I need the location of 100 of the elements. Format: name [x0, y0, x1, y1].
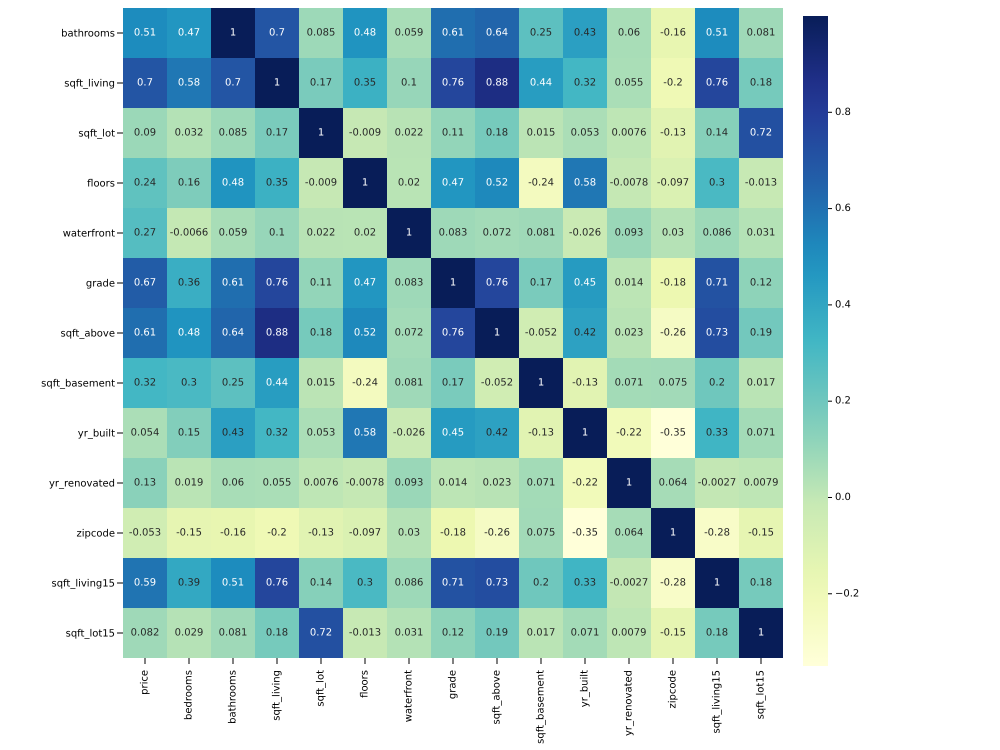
data-label: 1 [274, 78, 280, 88]
data-label: -0.053 [128, 528, 162, 538]
data-label: -0.2 [663, 78, 683, 88]
data-label: 0.019 [174, 478, 204, 488]
data-label: 0.18 [750, 78, 772, 88]
data-label: 0.45 [442, 428, 464, 438]
data-label: 0.88 [266, 328, 288, 338]
data-label: 0.72 [310, 628, 332, 638]
y-tick-label: sqft_above [60, 328, 115, 340]
data-label: -0.24 [352, 378, 378, 388]
data-label: 0.064 [614, 528, 644, 538]
data-label: 0.02 [398, 178, 420, 188]
data-label: 0.086 [394, 578, 424, 588]
data-label: 0.085 [306, 28, 336, 38]
data-label: 0.11 [310, 278, 332, 288]
data-label: 0.19 [486, 628, 508, 638]
data-label: 0.053 [306, 428, 336, 438]
data-label: 0.11 [442, 128, 464, 138]
y-tick-label: sqft_basement [41, 378, 116, 390]
data-label: 1 [318, 128, 324, 138]
data-label: 0.61 [134, 328, 156, 338]
data-label: 0.023 [614, 328, 644, 338]
x-tick-label: sqft_living [272, 670, 282, 721]
data-label: 0.43 [222, 428, 244, 438]
data-label: 0.17 [442, 378, 464, 388]
data-label: 0.43 [574, 28, 596, 38]
data-label: 0.39 [178, 578, 200, 588]
data-label: 1 [626, 478, 632, 488]
data-label: -0.0078 [346, 478, 384, 488]
data-label: 0.73 [706, 328, 728, 338]
data-label: 0.44 [530, 78, 552, 88]
data-label: 0.12 [750, 278, 772, 288]
data-label: 1 [670, 528, 676, 538]
data-label: 0.7 [269, 28, 285, 38]
data-label: 0.071 [746, 428, 776, 438]
color-bar-label: 0.6 [835, 203, 851, 214]
data-label: 0.055 [262, 478, 292, 488]
data-label: -0.15 [660, 628, 686, 638]
color-bar-label: 0.0 [835, 492, 851, 503]
data-label: 1 [582, 428, 588, 438]
data-label: -0.009 [348, 128, 382, 138]
data-label: 0.17 [530, 278, 552, 288]
x-tick-label: yr_renovated [624, 670, 634, 736]
data-label: 0.032 [174, 128, 204, 138]
data-label: 0.054 [130, 428, 160, 438]
data-label: 0.022 [394, 128, 424, 138]
data-label: -0.16 [220, 528, 246, 538]
data-label: 0.14 [706, 128, 728, 138]
data-label: 0.47 [178, 28, 200, 38]
data-label: 0.58 [574, 178, 596, 188]
data-label: -0.13 [308, 528, 334, 538]
data-label: -0.013 [744, 178, 778, 188]
data-label: 0.03 [662, 228, 684, 238]
y-tick-label: yr_renovated [49, 478, 115, 490]
data-label: 0.022 [306, 228, 336, 238]
data-label: 0.031 [394, 628, 424, 638]
y-tick-label: yr_built [78, 428, 116, 440]
data-label: -0.28 [660, 578, 686, 588]
x-tick-label: floors [360, 670, 370, 698]
data-label: 0.081 [218, 628, 248, 638]
y-tick-label: floors [87, 178, 115, 190]
data-label: 0.06 [618, 28, 640, 38]
data-label: 0.17 [266, 128, 288, 138]
data-label: 0.32 [266, 428, 288, 438]
data-label: 0.72 [750, 128, 772, 138]
x-tick-label: sqft_basement [536, 670, 546, 744]
data-label: 0.61 [222, 278, 244, 288]
data-label: 0.083 [438, 228, 468, 238]
y-tick-label: sqft_lot [78, 128, 116, 140]
data-label: 0.51 [134, 28, 156, 38]
data-label: 0.0076 [612, 128, 646, 138]
data-label: 0.45 [574, 278, 596, 288]
data-label: 0.61 [442, 28, 464, 38]
x-tick-label: sqft_lot15 [756, 670, 766, 720]
data-label: -0.35 [660, 428, 686, 438]
data-label: 0.52 [354, 328, 376, 338]
data-label: 0.059 [394, 28, 424, 38]
y-tick-label: bathrooms [61, 28, 115, 40]
data-label: -0.24 [528, 178, 554, 188]
y-tick-label: sqft_living [64, 78, 115, 90]
x-tick-label: price [140, 670, 150, 695]
data-label: -0.13 [528, 428, 554, 438]
data-label: 0.64 [222, 328, 244, 338]
y-tick-label: waterfront [62, 228, 116, 240]
data-label: 0.73 [486, 578, 508, 588]
data-label: 0.064 [658, 478, 688, 488]
data-label: 0.47 [442, 178, 464, 188]
data-label: 0.082 [130, 628, 160, 638]
data-label: 0.32 [134, 378, 156, 388]
data-label: 0.059 [218, 228, 248, 238]
data-label: -0.013 [348, 628, 382, 638]
data-label: 0.0079 [744, 478, 778, 488]
data-label: 0.017 [746, 378, 776, 388]
data-label: 0.014 [614, 278, 644, 288]
x-tick-label: sqft_living15 [712, 670, 722, 734]
data-label: 0.06 [222, 478, 244, 488]
data-label: 0.072 [394, 328, 424, 338]
data-label: 0.58 [354, 428, 376, 438]
data-label: 0.085 [218, 128, 248, 138]
data-label: -0.13 [572, 378, 598, 388]
